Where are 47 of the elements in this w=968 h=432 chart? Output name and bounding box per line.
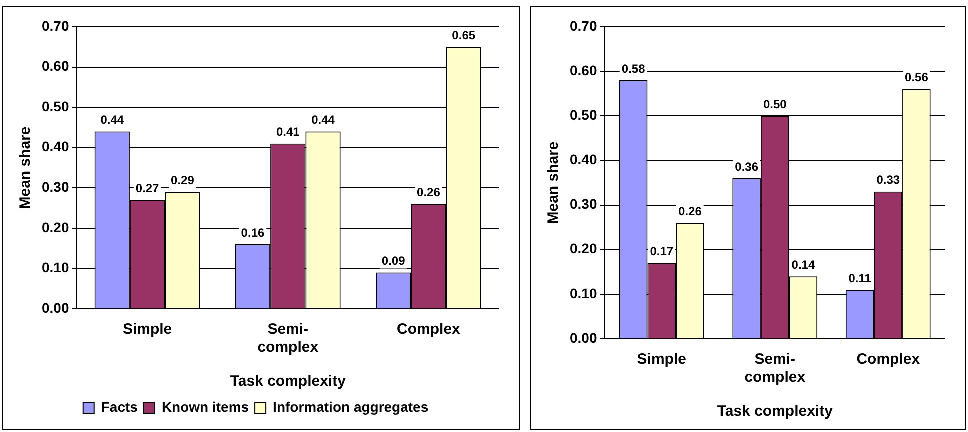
data-label: 0.26: [417, 186, 441, 200]
y-tick-label: 0.50: [570, 107, 598, 123]
legend-label: Known items: [162, 398, 250, 415]
data-label: 0.36: [735, 160, 759, 174]
data-label: 0.27: [136, 182, 160, 196]
data-label: 0.65: [452, 28, 476, 42]
x-tick-label: Semi-complex: [258, 321, 320, 356]
x-tick-label: Simple: [122, 321, 172, 338]
x-tick-label: Complex: [397, 321, 462, 338]
data-label: 0.41: [276, 125, 300, 140]
y-tick-label: 0.10: [570, 285, 598, 302]
legend-label: Facts: [101, 398, 138, 415]
data-label: 0.16: [241, 226, 265, 240]
data-label: 0.29: [171, 173, 195, 188]
data-label: 0.44: [100, 113, 124, 128]
y-tick-label: 0.40: [42, 138, 70, 155]
data-label: 0.11: [848, 271, 872, 286]
data-label: 0.50: [763, 97, 788, 112]
data-label: 0.09: [382, 254, 406, 268]
y-tick-label: 0.30: [42, 179, 70, 195]
data-label: 0.56: [905, 70, 929, 85]
data-label: 0.17: [650, 244, 674, 259]
data-label: 0.58: [622, 62, 646, 76]
y-tick-label: 0.50: [42, 98, 70, 114]
data-label: 0.33: [876, 173, 900, 188]
x-tick-label: Simple: [637, 351, 686, 368]
y-tick-label: 0.40: [570, 152, 598, 168]
x-axis-title: Task complexity: [717, 403, 834, 420]
x-axis-title: Task complexity: [230, 373, 347, 390]
y-axis-title: Mean share: [17, 126, 34, 210]
legend-label: Information aggregates: [273, 398, 429, 415]
data-label: 0.14: [792, 258, 816, 272]
x-tick-label: Semi-complex: [744, 351, 806, 386]
y-tick-label: 0.70: [42, 18, 70, 34]
y-tick-label: 0.70: [570, 18, 598, 34]
y-tick-label: 0.00: [570, 330, 598, 346]
x-tick-label: Complex: [856, 351, 921, 368]
data-label: 0.26: [678, 204, 702, 218]
y-tick-label: 0.20: [570, 240, 598, 257]
y-tick-label: 0.60: [570, 62, 598, 78]
y-tick-label: 0.30: [570, 196, 598, 212]
data-label: 0.44: [312, 113, 336, 128]
y-tick-label: 0.00: [42, 300, 70, 316]
y-tick-label: 0.60: [42, 58, 70, 74]
y-tick-label: 0.10: [42, 260, 70, 276]
y-axis-title: Mean share: [545, 142, 562, 224]
y-tick-label: 0.20: [42, 219, 70, 236]
